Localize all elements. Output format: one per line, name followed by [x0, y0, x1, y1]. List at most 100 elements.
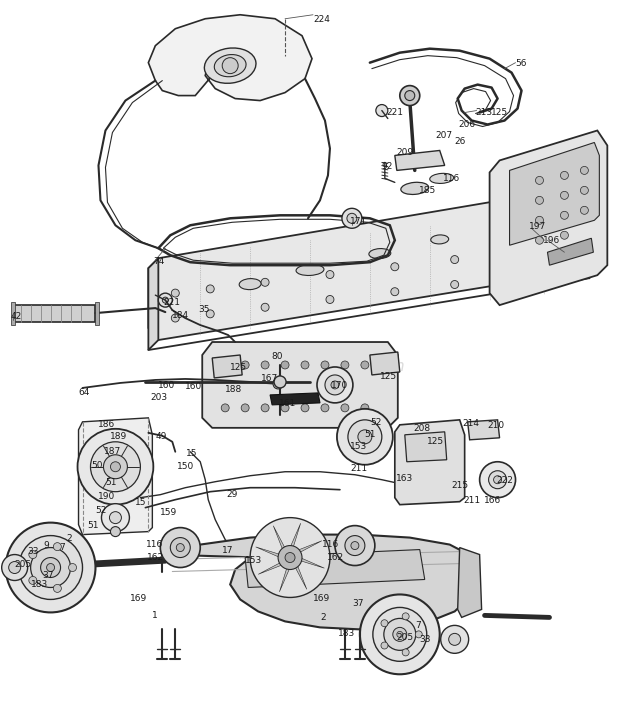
Text: 7: 7 — [415, 621, 420, 630]
Text: 196: 196 — [542, 236, 560, 245]
Text: 116: 116 — [443, 174, 460, 183]
Text: 169: 169 — [130, 594, 148, 603]
Circle shape — [560, 191, 569, 200]
Circle shape — [261, 303, 269, 311]
Text: 80: 80 — [271, 352, 283, 361]
Text: 162: 162 — [327, 553, 344, 562]
Polygon shape — [148, 258, 158, 350]
Text: 169: 169 — [313, 594, 330, 603]
Circle shape — [29, 577, 37, 584]
Circle shape — [402, 649, 409, 656]
Circle shape — [102, 503, 130, 532]
Circle shape — [171, 314, 179, 322]
Text: 125: 125 — [427, 437, 444, 446]
Text: 185: 185 — [418, 186, 436, 195]
Circle shape — [536, 236, 544, 244]
Circle shape — [361, 404, 369, 412]
Text: 161: 161 — [279, 399, 296, 408]
Text: 207: 207 — [436, 132, 453, 140]
Circle shape — [516, 273, 523, 281]
Polygon shape — [270, 393, 320, 405]
Circle shape — [342, 208, 362, 228]
Circle shape — [348, 420, 382, 454]
Polygon shape — [290, 523, 301, 558]
Circle shape — [46, 563, 55, 572]
Text: 2: 2 — [320, 613, 326, 623]
Circle shape — [261, 278, 269, 286]
Text: 190: 190 — [97, 491, 115, 501]
Text: 92: 92 — [382, 162, 393, 171]
Circle shape — [376, 104, 388, 116]
Text: 162: 162 — [148, 553, 164, 562]
Text: 166: 166 — [484, 496, 501, 505]
Polygon shape — [467, 420, 500, 440]
Polygon shape — [212, 355, 242, 378]
Text: 125: 125 — [380, 372, 397, 381]
Text: 33: 33 — [28, 546, 39, 556]
Circle shape — [19, 536, 82, 599]
Text: 29: 29 — [226, 490, 237, 498]
Circle shape — [360, 594, 440, 674]
Text: 125: 125 — [490, 108, 508, 116]
Ellipse shape — [215, 54, 246, 77]
Ellipse shape — [401, 183, 428, 195]
Text: 15: 15 — [186, 449, 198, 458]
Circle shape — [91, 442, 140, 491]
Circle shape — [161, 527, 200, 568]
Text: 221: 221 — [387, 108, 404, 116]
Circle shape — [110, 512, 122, 524]
Circle shape — [250, 517, 330, 597]
Circle shape — [361, 361, 369, 369]
Circle shape — [261, 361, 269, 369]
Text: 160: 160 — [185, 382, 203, 391]
Circle shape — [241, 361, 249, 369]
Text: 189: 189 — [110, 432, 128, 441]
Text: 211: 211 — [464, 496, 480, 505]
Circle shape — [580, 186, 588, 195]
Circle shape — [2, 555, 28, 580]
Text: 116: 116 — [322, 539, 339, 548]
Text: 214: 214 — [463, 419, 480, 428]
Polygon shape — [370, 352, 400, 375]
Circle shape — [341, 404, 349, 412]
Circle shape — [29, 551, 37, 558]
Polygon shape — [395, 150, 445, 171]
Polygon shape — [162, 534, 477, 630]
Circle shape — [560, 231, 569, 239]
Circle shape — [449, 633, 461, 645]
Polygon shape — [280, 558, 290, 592]
Text: 74: 74 — [153, 257, 165, 266]
Text: 125: 125 — [230, 363, 247, 372]
Text: 51: 51 — [364, 430, 375, 439]
Circle shape — [345, 536, 365, 556]
Circle shape — [170, 538, 190, 558]
Circle shape — [158, 293, 172, 307]
Circle shape — [565, 266, 574, 275]
Circle shape — [536, 216, 544, 224]
Circle shape — [278, 546, 302, 570]
Circle shape — [206, 285, 215, 293]
Circle shape — [335, 526, 375, 565]
Text: 52: 52 — [370, 418, 381, 427]
Circle shape — [104, 455, 127, 479]
Circle shape — [171, 289, 179, 297]
Circle shape — [206, 310, 215, 318]
Circle shape — [397, 632, 403, 637]
Circle shape — [494, 476, 502, 484]
Circle shape — [331, 381, 339, 389]
Polygon shape — [490, 130, 608, 305]
Circle shape — [69, 563, 76, 572]
Circle shape — [176, 544, 184, 551]
Circle shape — [110, 527, 120, 537]
Circle shape — [326, 271, 334, 278]
Circle shape — [480, 462, 516, 498]
Text: 222: 222 — [497, 476, 513, 485]
Circle shape — [301, 361, 309, 369]
Text: 167: 167 — [261, 374, 278, 383]
Ellipse shape — [296, 264, 324, 276]
Text: 184: 184 — [172, 311, 190, 320]
Circle shape — [489, 471, 507, 489]
Polygon shape — [202, 342, 398, 428]
Circle shape — [391, 288, 399, 295]
Polygon shape — [547, 238, 593, 265]
